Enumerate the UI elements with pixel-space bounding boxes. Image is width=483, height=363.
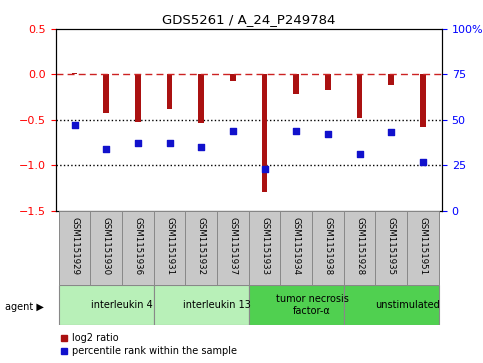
Bar [122,211,154,285]
Point [71,122,78,128]
Bar [167,74,172,109]
Legend: log2 ratio, percentile rank within the sample: log2 ratio, percentile rank within the s… [60,333,237,356]
Point [292,128,300,134]
Bar [420,74,426,127]
Bar [375,211,407,285]
Text: GSM1151938: GSM1151938 [324,217,332,275]
Bar [185,211,217,285]
Text: GSM1151937: GSM1151937 [228,217,238,275]
Bar [293,74,299,94]
Point [229,128,237,134]
Bar [249,285,344,325]
Point [134,140,142,146]
Text: interleukin 4: interleukin 4 [91,300,153,310]
Bar [103,74,109,113]
Bar [90,211,122,285]
Text: GSM1151933: GSM1151933 [260,217,269,275]
Bar [135,74,141,122]
Text: GSM1151934: GSM1151934 [292,217,301,275]
Text: GSM1151929: GSM1151929 [70,217,79,275]
Bar [230,74,236,81]
Text: GSM1151930: GSM1151930 [102,217,111,275]
Point [356,151,364,157]
Text: GSM1151936: GSM1151936 [133,217,142,275]
Text: tumor necrosis
factor-α: tumor necrosis factor-α [276,294,349,316]
Text: unstimulated: unstimulated [375,300,440,310]
Bar [59,211,90,285]
Point [261,166,269,172]
Text: GSM1151951: GSM1151951 [418,217,427,275]
Point [324,131,332,137]
Bar [407,211,439,285]
Text: GSM1151928: GSM1151928 [355,217,364,275]
Bar [71,73,77,74]
Bar [262,74,268,192]
Bar [199,74,204,123]
Bar [154,285,249,325]
Text: interleukin 13: interleukin 13 [183,300,251,310]
Point [102,146,110,152]
Bar [344,211,375,285]
Point [198,144,205,150]
Bar [325,74,331,90]
Bar [154,211,185,285]
Text: GSM1151931: GSM1151931 [165,217,174,275]
Bar [312,211,344,285]
Point [387,130,395,135]
Bar [59,285,154,325]
Point [166,140,173,146]
Text: GSM1151935: GSM1151935 [387,217,396,275]
Bar [249,211,281,285]
Title: GDS5261 / A_24_P249784: GDS5261 / A_24_P249784 [162,13,335,26]
Bar [357,74,362,118]
Text: GSM1151932: GSM1151932 [197,217,206,275]
Point [419,159,427,164]
Bar [217,211,249,285]
Text: agent ▶: agent ▶ [5,302,43,312]
Bar [344,285,439,325]
Bar [281,211,312,285]
Bar [388,74,394,85]
